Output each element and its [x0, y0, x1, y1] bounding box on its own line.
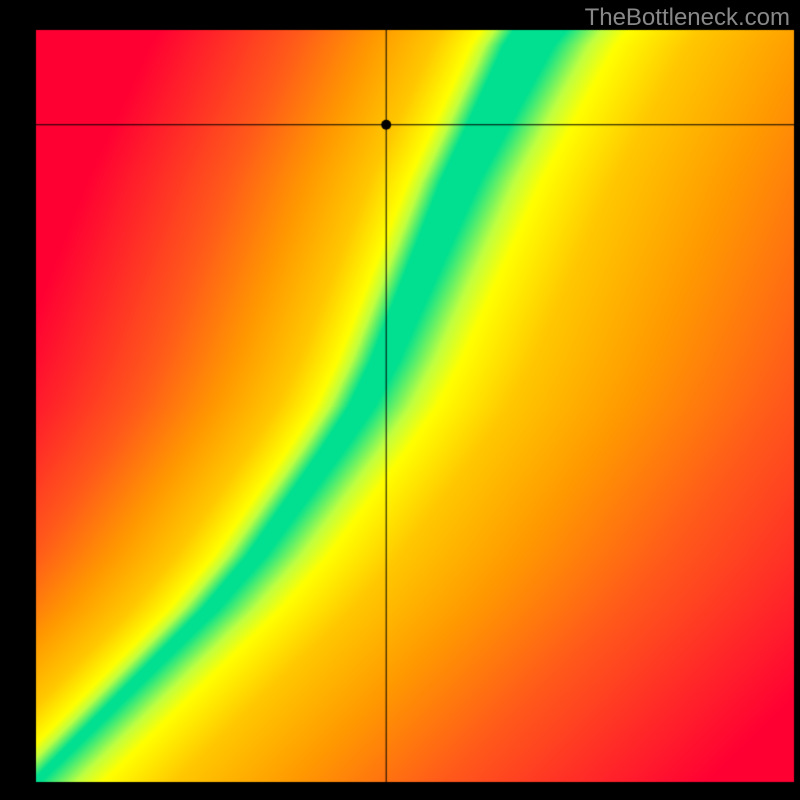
- watermark-text: TheBottleneck.com: [585, 4, 790, 32]
- bottleneck-heatmap: [0, 0, 800, 800]
